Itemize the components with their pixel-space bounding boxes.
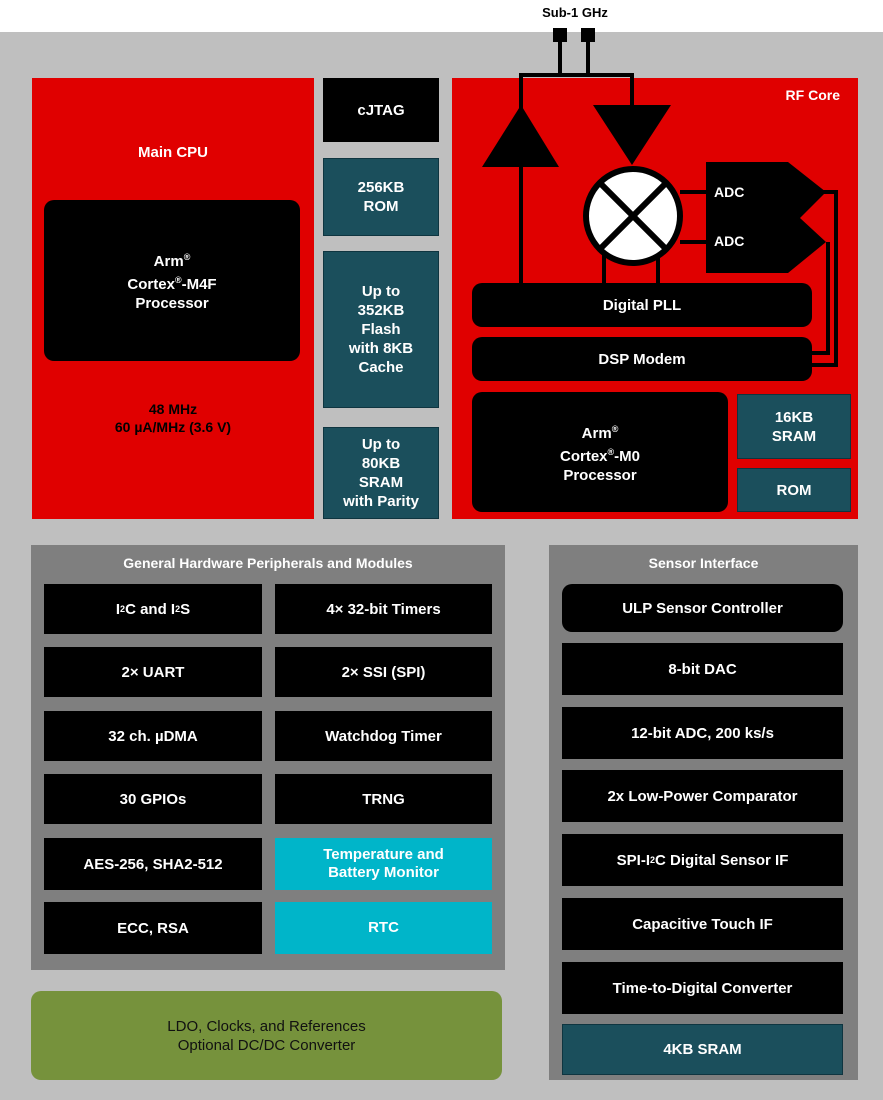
rom-label: ROM bbox=[363, 198, 399, 215]
udma-block: 32 ch. µDMA bbox=[44, 711, 262, 761]
sensor-sram-block: 4KB SRAM bbox=[562, 1024, 843, 1075]
adc-label: ADC bbox=[714, 184, 745, 200]
rom-block: 256KB ROM bbox=[323, 158, 439, 236]
flash-block: Up to 352KB Flash with 8KB Cache bbox=[323, 251, 439, 408]
cjtag-block: cJTAG bbox=[323, 78, 439, 142]
cpu-frequency: 48 MHz bbox=[148, 401, 198, 417]
antenna-pad-icon bbox=[553, 28, 567, 42]
core-label: -M4F bbox=[181, 276, 217, 293]
reg-mark: ® bbox=[174, 275, 182, 285]
reg-mark: ® bbox=[611, 423, 619, 434]
watchdog-block: Watchdog Timer bbox=[275, 711, 492, 761]
cortex-m0-processor: Arm® Cortex®-M0 Processor bbox=[472, 392, 728, 512]
core-label: -M0 bbox=[614, 447, 640, 465]
core-label: Arm bbox=[581, 424, 612, 442]
rom-size: 256KB bbox=[357, 179, 405, 196]
rf-sram-size: 16KB bbox=[774, 408, 814, 426]
ulp-sensor-controller: ULP Sensor Controller bbox=[562, 584, 843, 632]
core-label: Processor bbox=[563, 466, 637, 484]
cortex-m4f-processor: Arm® Cortex®-M4F Processor bbox=[44, 200, 300, 361]
power-block: LDO, Clocks, and References Optional DC/… bbox=[31, 991, 502, 1080]
rf-core-title: RF Core bbox=[785, 87, 840, 103]
core-label: Cortex bbox=[560, 447, 608, 465]
tdc-block: Time-to-Digital Converter bbox=[562, 962, 843, 1014]
adc-label: ADC bbox=[714, 233, 745, 249]
cpu-power: 60 µA/MHz (3.6 V) bbox=[114, 419, 232, 435]
flash-line: with 8KB bbox=[348, 340, 414, 357]
sram-line: 80KB bbox=[361, 455, 401, 472]
rf-sram-block: 16KB SRAM bbox=[737, 394, 851, 459]
flash-line: Up to bbox=[361, 283, 401, 300]
core-label: Cortex bbox=[127, 276, 175, 293]
comparator-block: 2x Low-Power Comparator bbox=[562, 770, 843, 822]
flash-line: Cache bbox=[358, 359, 404, 376]
rtc-block: RTC bbox=[275, 902, 492, 954]
power-line: LDO, Clocks, and References bbox=[167, 1017, 366, 1035]
temp-battery-block: Temperature and Battery Monitor bbox=[275, 838, 492, 890]
dac-block: 8-bit DAC bbox=[562, 643, 843, 695]
aes-sha-block: AES-256, SHA2-512 bbox=[44, 838, 262, 890]
core-label: Processor bbox=[135, 295, 209, 312]
spi-i2c-sensor-block: SPI-I 2 C Digital Sensor IF bbox=[562, 834, 843, 886]
cpu-specs: 48 MHz 60 µA/MHz (3.6 V) bbox=[32, 400, 314, 436]
digital-pll-block: Digital PLL bbox=[472, 283, 812, 327]
antenna-label: Sub-1 GHz bbox=[542, 5, 608, 20]
trng-block: TRNG bbox=[275, 774, 492, 824]
sram-line: with Parity bbox=[343, 493, 419, 510]
rf-rom-block: ROM bbox=[737, 468, 851, 512]
reg-mark: ® bbox=[183, 252, 191, 262]
gpio-block: 30 GPIOs bbox=[44, 774, 262, 824]
capacitive-touch-block: Capacitive Touch IF bbox=[562, 898, 843, 950]
lna-amplifier-icon bbox=[593, 105, 671, 165]
pa-amplifier-icon bbox=[482, 105, 559, 167]
rf-sram-label: SRAM bbox=[771, 427, 817, 445]
flash-line: 352KB bbox=[357, 302, 405, 319]
power-line: Optional DC/DC Converter bbox=[177, 1036, 356, 1054]
timers-block: 4× 32-bit Timers bbox=[275, 584, 492, 634]
main-cpu-block: Main CPU Arm® Cortex®-M4F Processor 48 M… bbox=[32, 78, 314, 519]
main-cpu-title: Main CPU bbox=[137, 144, 208, 161]
dsp-modem-block: DSP Modem bbox=[472, 337, 812, 381]
sensor-adc-block: 12-bit ADC, 200 ks/s bbox=[562, 707, 843, 759]
rf-signal-path bbox=[482, 28, 838, 367]
reg-mark: ® bbox=[607, 446, 615, 457]
ecc-rsa-block: ECC, RSA bbox=[44, 902, 262, 954]
flash-line: Flash bbox=[361, 321, 401, 338]
sram-line: Up to bbox=[361, 436, 401, 453]
peripherals-title: General Hardware Peripherals and Modules bbox=[123, 555, 413, 571]
sensor-title: Sensor Interface bbox=[648, 555, 759, 571]
sram-line: SRAM bbox=[358, 474, 404, 491]
ssi-block: 2× SSI (SPI) bbox=[275, 647, 492, 697]
antenna-pad-icon bbox=[581, 28, 595, 42]
uart-block: 2× UART bbox=[44, 647, 262, 697]
sram-block: Up to 80KB SRAM with Parity bbox=[323, 427, 439, 519]
adc-block bbox=[706, 162, 826, 273]
core-label: Arm bbox=[153, 253, 184, 270]
